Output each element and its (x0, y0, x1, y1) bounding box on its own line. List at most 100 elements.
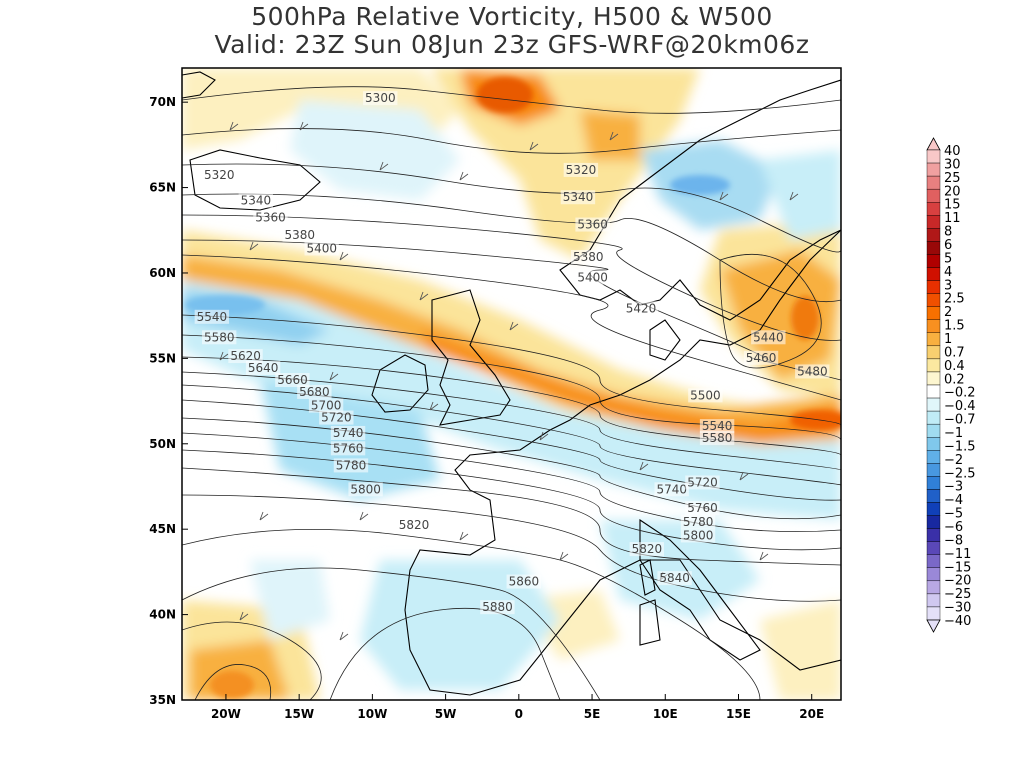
contour-label: 5800 (350, 482, 381, 496)
contour-label-bg (629, 542, 664, 557)
colorbar-swatch (926, 162, 941, 177)
colorbar-swatch (926, 293, 941, 307)
contour-label-bg (685, 475, 720, 490)
colorbar-swatch (926, 358, 941, 373)
colorbar-swatch (926, 450, 941, 464)
contour-label: 5880 (482, 600, 513, 614)
contour-label-bg (699, 431, 735, 446)
contour-label: 5320 (204, 168, 235, 182)
colorbar-swatch (926, 397, 941, 412)
contour-label-bg (743, 350, 779, 365)
colorbar-label: −25 (944, 587, 971, 602)
contour-label: 5580 (702, 431, 733, 445)
contour-label-bg (480, 600, 515, 615)
colorbar-label: −1.5 (944, 439, 976, 454)
colorbar-swatch (926, 476, 941, 490)
coastlines (182, 71, 841, 696)
contour-label: 5340 (563, 190, 594, 204)
colorbar-label: −2 (944, 453, 963, 468)
contour-label: 5360 (255, 211, 286, 225)
contour-label-bg (282, 227, 317, 242)
contour-label-bg (571, 250, 606, 265)
colorbar-label: −0.7 (944, 413, 976, 428)
lat-tick-label: 60N (149, 266, 176, 280)
contour-label-bg (657, 571, 692, 586)
colorbar-swatch (926, 554, 941, 568)
contour-label-bg (304, 241, 339, 256)
longitude-axis: 20W 15W 10W 5W 0 5E 10E 15E 20E (211, 694, 824, 721)
map-frame (181, 67, 842, 701)
contour-label: 5380 (285, 228, 316, 242)
contour-label: 5720 (321, 411, 352, 425)
colorbar-swatch (926, 188, 941, 203)
contour-label-bg (751, 330, 786, 345)
colorbar-swatch (926, 515, 941, 529)
contour-label-bg (194, 309, 230, 324)
contour-label: 5660 (277, 373, 308, 387)
contour-label-bg (506, 574, 541, 589)
contour-label: 5400 (577, 271, 608, 285)
contour-label-bg (201, 330, 237, 345)
contour-label: 5820 (399, 518, 430, 532)
contour-label-bg (275, 373, 310, 387)
colorbar-label: 5 (944, 251, 952, 266)
contour-label-bg (688, 388, 723, 403)
contour-label-bg (330, 425, 366, 440)
colorbar-label: 2.5 (944, 292, 965, 307)
colorbar-swatch (926, 319, 941, 333)
contour-labels: 5300532053405360538054005320534053605380… (194, 91, 830, 615)
contour-label-bg (699, 419, 735, 434)
colorbar-swatch (926, 241, 941, 255)
colorbar-label: 0.2 (944, 372, 965, 387)
lat-tick-label: 65N (149, 181, 176, 195)
contour-label-bg (333, 458, 369, 473)
latitude-axis: 70N 65N 60N 55N 50N 45N 40N 35N (149, 95, 188, 707)
colorbar-swatch (926, 489, 941, 503)
colorbar-label: 6 (944, 238, 952, 253)
colorbar-label: 8 (944, 225, 952, 240)
contour-label: 5640 (248, 361, 279, 375)
contour-label: 5780 (683, 515, 714, 529)
contour-label-bg (795, 364, 830, 379)
contour-label-bg (363, 91, 398, 106)
contour-label: 5360 (577, 218, 608, 232)
colorbar-swatch (926, 541, 941, 555)
contour-label-bg (238, 193, 273, 208)
lat-tick-label: 55N (149, 351, 176, 365)
contour-label-bg (245, 361, 281, 376)
contour-label: 5800 (683, 528, 714, 542)
colorbar-label: −6 (944, 520, 963, 535)
colorbar: 403025201511865432.521.510.70.40.2−0.2−0… (926, 137, 976, 633)
contour-label: 5620 (230, 349, 261, 363)
lat-tick-label: 50N (149, 437, 176, 451)
contour-label-bg (560, 190, 596, 205)
colorbar-swatch (926, 463, 941, 477)
lat-tick-label: 40N (149, 608, 176, 622)
contour-label-bg (623, 301, 659, 316)
lon-tick-label: 0 (515, 707, 523, 721)
chart-title-line2: Valid: 23Z Sun 08Jun 23z GFS-WRF@20km06z (214, 30, 810, 59)
contour-label: 5400 (306, 241, 337, 255)
contour-label-bg (228, 349, 263, 364)
contour-label-bg (563, 162, 599, 177)
colorbar-top-arrow (926, 137, 941, 151)
contour-label: 5680 (299, 385, 330, 399)
lon-tick-label: 20W (211, 707, 241, 721)
colorbar-label: −30 (944, 601, 971, 616)
contour-label-bg (685, 501, 720, 516)
colorbar-label: −5 (944, 507, 963, 522)
colorbar-swatch (926, 228, 941, 242)
lon-tick-label: 15E (726, 707, 751, 721)
lon-tick-label: 5E (584, 707, 601, 721)
contour-label: 5760 (687, 501, 718, 515)
contour-label-bg (253, 210, 288, 225)
contour-label: 5420 (626, 301, 657, 315)
contour-label: 5340 (241, 194, 272, 208)
colorbar-label: 40 (944, 144, 961, 159)
colorbar-label: 1 (944, 332, 952, 347)
colorbar-swatch (926, 606, 941, 621)
contour-label: 5740 (656, 482, 687, 496)
colorbar-swatch (926, 280, 941, 294)
colorbar-label: 1.5 (944, 319, 965, 334)
contour-label: 5540 (702, 419, 733, 433)
